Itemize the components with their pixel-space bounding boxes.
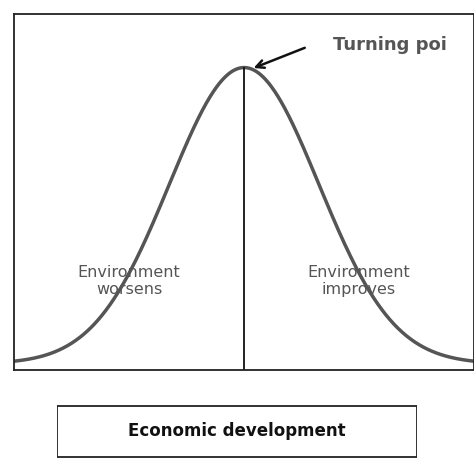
Text: Environment
worsens: Environment worsens [78, 264, 181, 297]
Text: Economic development: Economic development [128, 422, 346, 440]
Text: Environment
improves: Environment improves [308, 264, 410, 297]
Text: Turning poi: Turning poi [333, 36, 447, 55]
